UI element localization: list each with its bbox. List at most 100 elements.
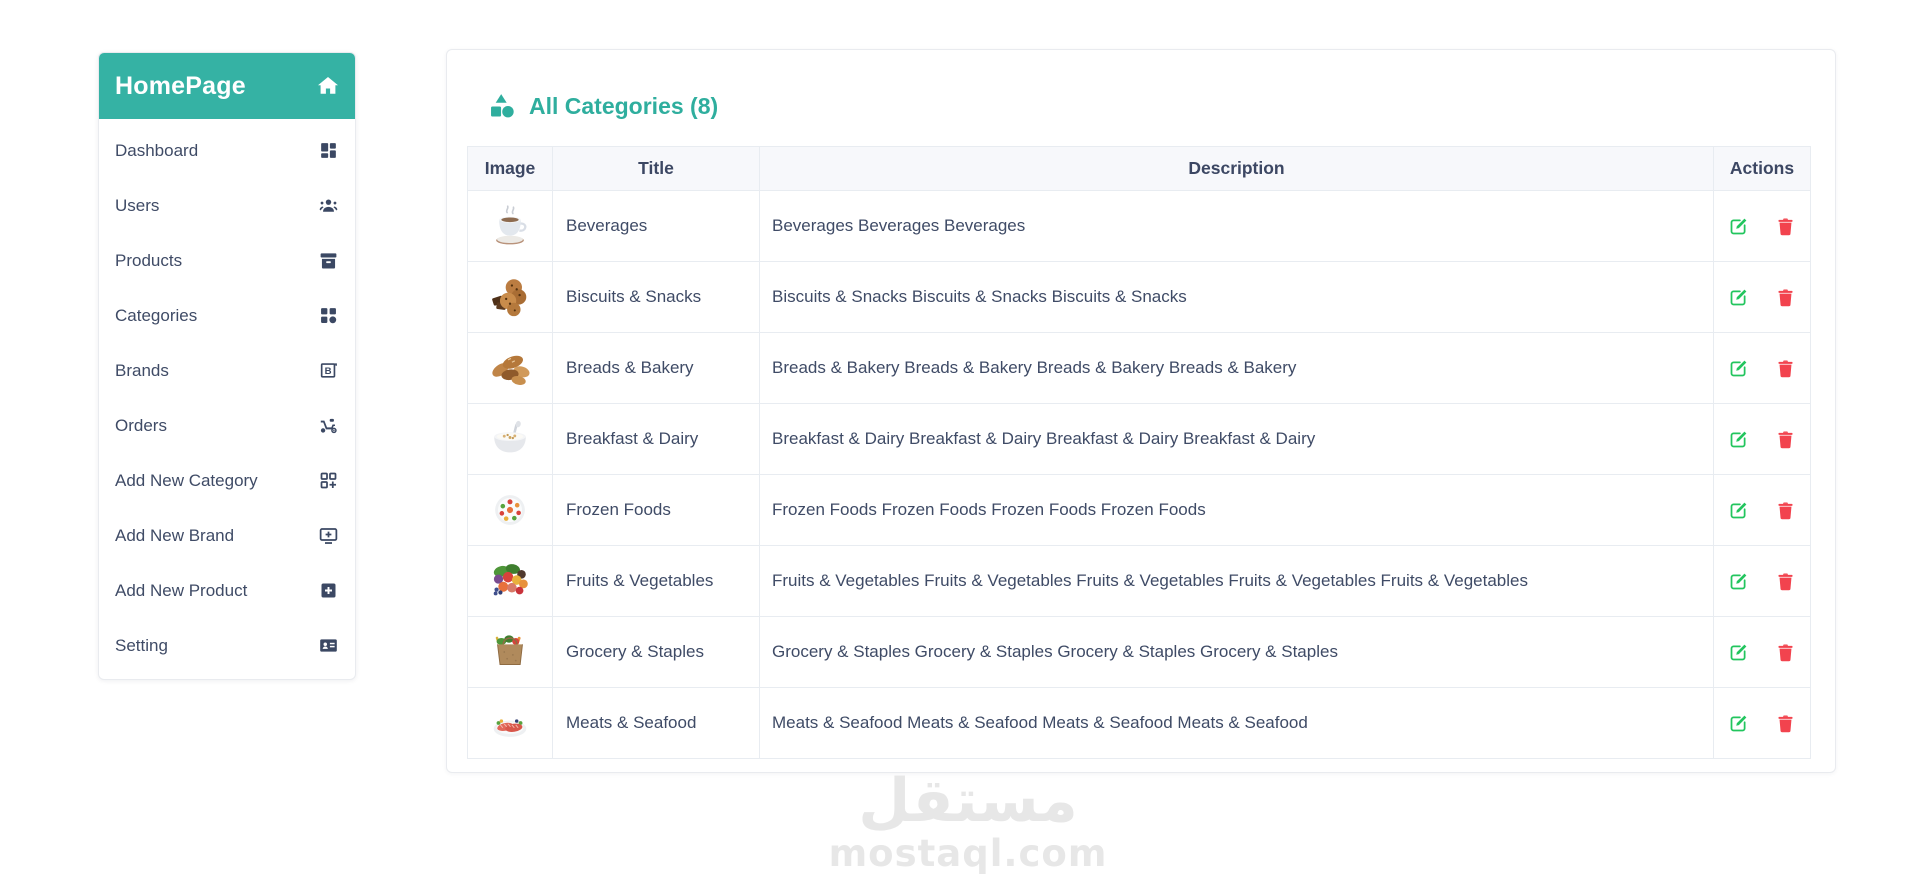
category-image-cell xyxy=(467,474,553,546)
edit-icon[interactable] xyxy=(1728,642,1749,663)
trash-icon[interactable] xyxy=(1775,500,1796,521)
table-row: Grocery & Staples Grocery & Staples Groc… xyxy=(467,616,1811,688)
screen-plus-icon xyxy=(318,525,339,546)
table-row: Breakfast & Dairy Breakfast & Dairy Brea… xyxy=(467,403,1811,475)
fruits-vegetables-image-icon xyxy=(487,558,533,604)
sidebar-brand[interactable]: HomePage xyxy=(99,53,355,119)
category-description: Grocery & Staples Grocery & Staples Groc… xyxy=(759,616,1714,688)
category-image-cell xyxy=(467,687,553,759)
brand-title: HomePage xyxy=(115,71,246,100)
trash-icon[interactable] xyxy=(1775,216,1796,237)
category-title: Frozen Foods xyxy=(552,474,760,546)
trash-icon[interactable] xyxy=(1775,713,1796,734)
category-description: Fruits & Vegetables Fruits & Vegetables … xyxy=(759,545,1714,617)
trash-icon[interactable] xyxy=(1775,358,1796,379)
row-actions xyxy=(1713,332,1811,404)
sidebar-item-categories[interactable]: Categories xyxy=(99,288,355,343)
category-title: Fruits & Vegetables xyxy=(552,545,760,617)
row-actions xyxy=(1713,474,1811,546)
breads-image-icon xyxy=(487,345,533,391)
table-row: Biscuits & Snacks Biscuits & Snacks Bisc… xyxy=(467,261,1811,333)
category-title: Breakfast & Dairy xyxy=(552,403,760,475)
grid-plus-icon xyxy=(318,470,339,491)
page-title: All Categories (8) xyxy=(529,92,719,119)
column-header-title: Title xyxy=(552,146,760,191)
sidebar-item-products[interactable]: Products xyxy=(99,233,355,288)
address-card-icon xyxy=(318,635,339,656)
sidebar-item-setting[interactable]: Setting xyxy=(99,618,355,673)
trash-icon[interactable] xyxy=(1775,429,1796,450)
sidebar-item-label: Orders xyxy=(115,415,167,435)
square-plus-icon xyxy=(318,580,339,601)
sidebar-item-brands[interactable]: Brands xyxy=(99,343,355,398)
sidebar-item-label: Add New Brand xyxy=(115,525,235,545)
edit-icon[interactable] xyxy=(1728,358,1749,379)
grid-icon xyxy=(318,305,339,326)
category-title: Grocery & Staples xyxy=(552,616,760,688)
moped-icon xyxy=(318,415,339,436)
row-actions xyxy=(1713,616,1811,688)
trash-icon[interactable] xyxy=(1775,287,1796,308)
sidebar-item-label: Setting xyxy=(115,635,168,655)
category-description: Meats & Seafood Meats & Seafood Meats & … xyxy=(759,687,1714,759)
row-actions xyxy=(1713,403,1811,475)
column-header-actions: Actions xyxy=(1713,146,1811,191)
edit-icon[interactable] xyxy=(1728,500,1749,521)
edit-icon[interactable] xyxy=(1728,429,1749,450)
meats-seafood-image-icon xyxy=(487,700,533,746)
row-actions xyxy=(1713,261,1811,333)
edit-icon[interactable] xyxy=(1728,571,1749,592)
home-icon xyxy=(316,74,340,98)
category-description: Beverages Beverages Beverages xyxy=(759,190,1714,262)
category-description: Frozen Foods Frozen Foods Frozen Foods F… xyxy=(759,474,1714,546)
sidebar-item-add-new-category[interactable]: Add New Category xyxy=(99,453,355,508)
category-title: Breads & Bakery xyxy=(552,332,760,404)
row-actions xyxy=(1713,545,1811,617)
sidebar-item-label: Dashboard xyxy=(115,140,199,160)
table-row: Meats & Seafood Meats & Seafood Meats & … xyxy=(467,687,1811,759)
sidebar-item-add-new-brand[interactable]: Add New Brand xyxy=(99,508,355,563)
table-header-row: Image Title Description Actions xyxy=(467,146,1811,191)
category-image-cell xyxy=(467,403,553,475)
sidebar-item-label: Add New Category xyxy=(115,470,258,490)
categories-card: All Categories (8) Image Title Descripti… xyxy=(446,49,1836,773)
sidebar-item-label: Users xyxy=(115,195,160,215)
sidebar-item-add-new-product[interactable]: Add New Product xyxy=(99,563,355,618)
table-row: Frozen Foods Frozen Foods Frozen Foods F… xyxy=(467,474,1811,546)
breakfast-image-icon xyxy=(487,416,533,462)
sidebar-item-orders[interactable]: Orders xyxy=(99,398,355,453)
trash-icon[interactable] xyxy=(1775,642,1796,663)
watermark: مستقل mostaql.com xyxy=(828,770,1108,875)
category-image-cell xyxy=(467,332,553,404)
frozen-foods-image-icon xyxy=(487,487,533,533)
biscuits-image-icon xyxy=(487,274,533,320)
category-title: Beverages xyxy=(552,190,760,262)
category-description: Breads & Bakery Breads & Bakery Breads &… xyxy=(759,332,1714,404)
brand-b-icon xyxy=(318,360,339,381)
edit-icon[interactable] xyxy=(1728,216,1749,237)
sidebar: HomePage Dashboard Users Products Catego… xyxy=(98,52,356,680)
column-header-image: Image xyxy=(467,146,553,191)
column-header-description: Description xyxy=(759,146,1714,191)
category-description: Breakfast & Dairy Breakfast & Dairy Brea… xyxy=(759,403,1714,475)
beverages-image-icon xyxy=(487,203,533,249)
edit-icon[interactable] xyxy=(1728,287,1749,308)
grocery-image-icon xyxy=(487,629,533,675)
sidebar-item-dashboard[interactable]: Dashboard xyxy=(99,123,355,178)
sidebar-item-users[interactable]: Users xyxy=(99,178,355,233)
categories-table: Image Title Description Actions Beverage… xyxy=(467,146,1811,759)
table-row: Beverages Beverages Beverages Beverages xyxy=(467,190,1811,262)
trash-icon[interactable] xyxy=(1775,571,1796,592)
row-actions xyxy=(1713,190,1811,262)
watermark-latin: mostaql.com xyxy=(828,832,1108,875)
category-title: Meats & Seafood xyxy=(552,687,760,759)
category-description: Biscuits & Snacks Biscuits & Snacks Bisc… xyxy=(759,261,1714,333)
edit-icon[interactable] xyxy=(1728,713,1749,734)
box-archive-icon xyxy=(318,250,339,271)
dashboard-icon xyxy=(318,140,339,161)
users-icon xyxy=(318,195,339,216)
category-image-cell xyxy=(467,545,553,617)
shapes-icon xyxy=(488,92,516,120)
sidebar-item-label: Add New Product xyxy=(115,580,248,600)
